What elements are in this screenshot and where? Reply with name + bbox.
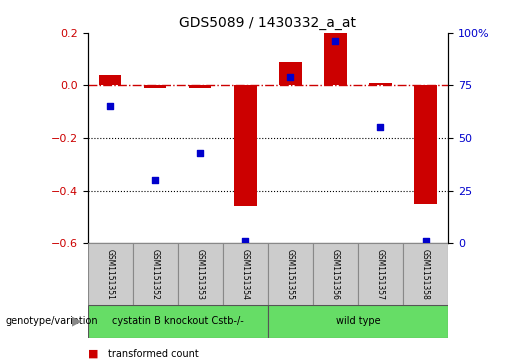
Text: GSM1151352: GSM1151352 — [151, 249, 160, 299]
Bar — [358, 243, 403, 305]
Text: wild type: wild type — [336, 316, 380, 326]
Text: ▶: ▶ — [72, 315, 82, 328]
Point — [106, 103, 114, 109]
Point — [331, 38, 339, 44]
Text: cystatin B knockout Cstb-/-: cystatin B knockout Cstb-/- — [112, 316, 244, 326]
Bar — [234, 85, 256, 206]
Point — [151, 177, 159, 183]
Bar — [133, 243, 178, 305]
Bar — [268, 305, 448, 338]
Bar — [268, 243, 313, 305]
Text: ■: ■ — [88, 349, 98, 359]
Text: GSM1151357: GSM1151357 — [376, 249, 385, 299]
Point — [286, 74, 295, 80]
Text: GSM1151354: GSM1151354 — [241, 249, 250, 299]
Bar — [222, 243, 268, 305]
Text: transformed count: transformed count — [108, 349, 199, 359]
Title: GDS5089 / 1430332_a_at: GDS5089 / 1430332_a_at — [179, 16, 356, 30]
Text: genotype/variation: genotype/variation — [5, 316, 98, 326]
Point — [421, 238, 430, 244]
Text: GSM1151353: GSM1151353 — [196, 249, 204, 299]
Bar — [414, 85, 437, 204]
Bar — [88, 243, 133, 305]
Bar — [189, 85, 212, 88]
Bar — [144, 85, 166, 88]
Bar — [369, 83, 392, 85]
Bar — [99, 75, 122, 85]
Bar — [403, 243, 448, 305]
Bar — [279, 62, 302, 85]
Point — [196, 150, 204, 156]
Point — [376, 125, 385, 130]
Text: GSM1151351: GSM1151351 — [106, 249, 114, 299]
Bar — [178, 243, 222, 305]
Bar — [88, 305, 268, 338]
Text: GSM1151358: GSM1151358 — [421, 249, 430, 299]
Text: GSM1151355: GSM1151355 — [286, 249, 295, 299]
Text: GSM1151356: GSM1151356 — [331, 249, 340, 299]
Bar — [313, 243, 358, 305]
Point — [241, 238, 249, 244]
Bar — [324, 33, 347, 85]
